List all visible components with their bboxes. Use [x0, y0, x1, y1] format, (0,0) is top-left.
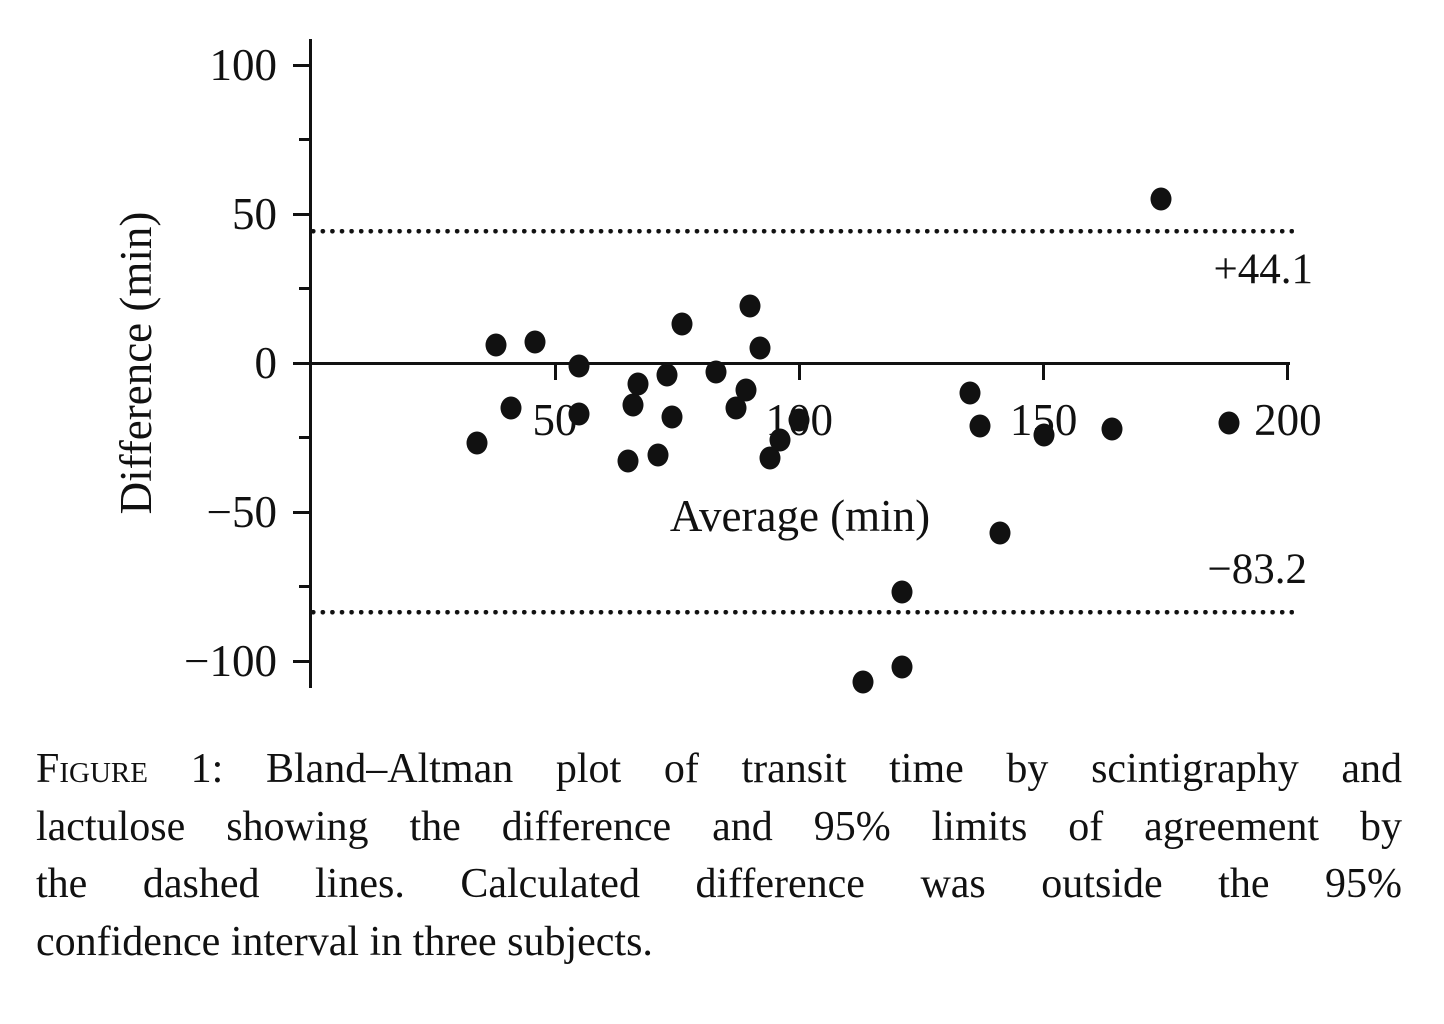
figure-label: Figure 1:	[36, 746, 224, 792]
figure-caption: Figure 1: Bland–Altman plot of transit t…	[36, 741, 1402, 971]
data-point	[1033, 423, 1055, 447]
y-axis-tick-label: 0	[254, 338, 278, 388]
y-axis-minor-tick	[299, 585, 310, 588]
caption-line-1-text: Bland–Altman plot of transit time by sci…	[265, 746, 1402, 792]
x-axis-tick-label: 50	[532, 395, 578, 445]
data-point	[1218, 411, 1240, 435]
data-point	[485, 333, 507, 357]
data-point	[891, 655, 913, 679]
data-point	[617, 449, 639, 473]
lower-limit-value-label: −83.2	[1207, 546, 1307, 593]
data-point	[656, 363, 678, 387]
data-point	[627, 372, 649, 396]
data-point	[466, 431, 488, 455]
data-point	[568, 354, 590, 378]
y-axis-tick	[293, 510, 310, 514]
y-axis-tick	[293, 63, 310, 67]
x-axis-tick	[797, 363, 801, 380]
y-axis-tick-label: −100	[184, 636, 277, 686]
x-axis-tick	[1286, 363, 1290, 380]
caption-line: Figure 1: Bland–Altman plot of transit t…	[36, 741, 1402, 799]
data-point	[647, 443, 669, 467]
data-point	[500, 396, 522, 420]
y-axis-tick-label: 50	[232, 189, 277, 239]
caption-line: lactulose showing the difference and 95%…	[36, 803, 1402, 850]
y-axis-minor-tick	[299, 436, 310, 439]
data-point	[725, 396, 747, 420]
data-point	[1150, 187, 1172, 211]
data-point	[749, 336, 771, 360]
data-point	[622, 393, 644, 417]
data-point	[852, 670, 874, 694]
data-point	[1101, 417, 1123, 441]
x-axis-title: Average (min)	[669, 491, 931, 541]
y-axis-tick	[293, 361, 310, 365]
upper-limit-dotted-line	[311, 229, 1294, 234]
data-point	[759, 446, 781, 470]
y-axis-minor-tick	[299, 287, 310, 290]
y-axis-tick-label: 100	[209, 40, 278, 90]
data-point	[568, 402, 590, 426]
y-axis-tick	[293, 659, 310, 663]
data-point	[671, 312, 693, 336]
x-axis-tick	[1042, 363, 1046, 380]
data-point	[891, 580, 913, 604]
data-point	[735, 378, 757, 402]
data-point	[705, 360, 727, 384]
y-axis-tick-label: −50	[206, 487, 277, 537]
data-point	[788, 408, 810, 432]
data-point	[989, 521, 1011, 545]
caption-line: confidence interval in three subjects.	[36, 918, 653, 965]
x-axis-tick	[553, 363, 557, 380]
data-point	[969, 414, 991, 438]
lower-limit-dotted-line	[311, 610, 1294, 615]
x-axis-tick-label: 200	[1254, 395, 1322, 445]
data-point	[661, 405, 683, 429]
y-axis-tick	[293, 212, 310, 216]
data-point	[739, 294, 761, 318]
y-axis-minor-tick	[299, 138, 310, 141]
upper-limit-value-label: +44.1	[1213, 246, 1313, 293]
caption-line: the dashed lines. Calculated difference …	[36, 861, 1402, 907]
data-point	[769, 428, 791, 452]
data-point	[959, 381, 981, 405]
data-point	[524, 330, 546, 354]
